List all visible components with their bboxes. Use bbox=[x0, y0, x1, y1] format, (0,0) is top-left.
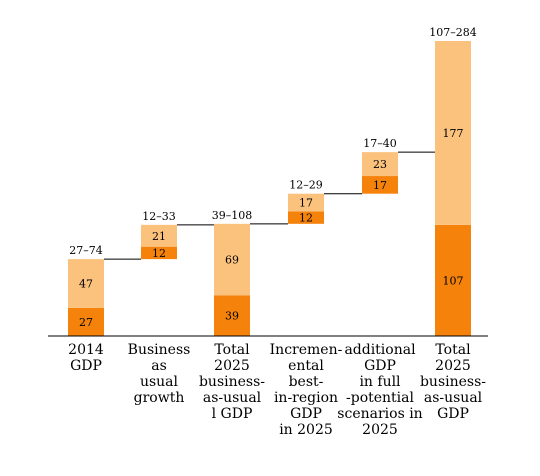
category-label-1: Business as usual growth bbox=[128, 342, 191, 406]
bar-0-lower-segment bbox=[68, 307, 104, 336]
category-label-2: Total 2025 business-as-usual l GDP bbox=[199, 342, 265, 422]
bar-2-range-label: 39–108 bbox=[212, 209, 253, 222]
bar-5-lower-label: 107 bbox=[443, 274, 464, 287]
category-label-1-line-2: usual bbox=[140, 374, 179, 390]
bar-1-upper-label: 21 bbox=[152, 230, 166, 243]
category-label-1-line-1: as bbox=[151, 358, 167, 374]
category-label-1-line-0: Business bbox=[128, 342, 191, 358]
bars-layer bbox=[68, 41, 471, 336]
bar-5-range-label: 107–284 bbox=[429, 26, 477, 39]
bar-4-upper-segment bbox=[362, 152, 398, 177]
bar-1-lower-label: 12 bbox=[152, 247, 166, 260]
bar-0-upper-label: 47 bbox=[79, 278, 93, 291]
connectors-layer bbox=[104, 151, 435, 260]
category-label-2-line-2: business- bbox=[199, 374, 265, 390]
bar-0-lower-label: 27 bbox=[79, 316, 93, 329]
category-label-5-line-2: business- bbox=[420, 374, 486, 390]
bar-5-upper-label: 177 bbox=[443, 127, 464, 140]
category-label-3: Incremen-ental best-in-region GDP in 2025 bbox=[270, 342, 343, 438]
category-label-2-line-0: Total bbox=[214, 342, 250, 358]
bar-2-upper-segment bbox=[214, 223, 250, 296]
category-label-4-line-3: -potential bbox=[346, 390, 414, 406]
bar-5-upper-segment bbox=[435, 41, 471, 225]
category-label-5: Total 2025 business-as-usual GDP bbox=[420, 342, 486, 422]
category-label-0-line-0: 2014 bbox=[68, 342, 104, 358]
bar-3-upper-segment bbox=[288, 193, 324, 212]
category-label-2-line-3: as-usual bbox=[203, 390, 262, 406]
bar-5-lower-segment bbox=[435, 224, 471, 336]
category-label-2-line-1: 2025 bbox=[214, 358, 250, 374]
bar-2-lower-segment bbox=[214, 295, 250, 336]
category-label-2-line-4: l GDP bbox=[212, 406, 253, 422]
bar-4-lower-segment bbox=[362, 176, 398, 194]
bar-2-lower-label: 39 bbox=[225, 310, 239, 323]
bar-4-lower-label: 17 bbox=[373, 179, 387, 192]
category-label-3-line-4: GDP bbox=[290, 406, 322, 422]
category-label-3-line-2: best- bbox=[289, 374, 324, 390]
category-label-4-line-5: 2025 bbox=[362, 422, 398, 438]
category-label-4-line-2: in full bbox=[359, 374, 401, 390]
category-label-0: 2014 GDP bbox=[68, 342, 104, 374]
category-label-4-line-0: additional bbox=[344, 342, 416, 358]
category-label-5-line-1: 2025 bbox=[435, 358, 471, 374]
bar-4-upper-label: 23 bbox=[373, 158, 387, 171]
category-label-5-line-0: Total bbox=[435, 342, 471, 358]
category-label-1-line-3: growth bbox=[134, 390, 185, 406]
category-label-5-line-3: as-usual bbox=[424, 390, 483, 406]
category-label-0-line-1: GDP bbox=[70, 358, 102, 374]
bar-1-range-label: 12–33 bbox=[142, 210, 176, 223]
bar-3-upper-label: 17 bbox=[299, 197, 313, 210]
bar-4-range-label: 17–40 bbox=[363, 137, 397, 150]
bar-0-upper-segment bbox=[68, 259, 104, 308]
bar-3-range-label: 12–29 bbox=[289, 179, 323, 192]
bar-2-upper-label: 69 bbox=[225, 254, 239, 267]
category-label-4: additional GDP in full -potential scenarios … bbox=[337, 342, 422, 438]
category-label-5-line-4: GDP bbox=[437, 406, 469, 422]
category-label-3-line-1: ental bbox=[288, 358, 324, 374]
bar-1-upper-segment bbox=[141, 224, 177, 247]
bar-3-lower-segment bbox=[288, 211, 324, 224]
category-label-4-line-1: GDP bbox=[364, 358, 396, 374]
category-label-3-line-3: in-region bbox=[274, 390, 338, 406]
bar-0-range-label: 27–74 bbox=[69, 244, 103, 257]
bar-1-lower-segment bbox=[141, 246, 177, 260]
category-label-3-line-0: Incremen- bbox=[270, 342, 343, 358]
category-label-3-line-5: in 2025 bbox=[279, 422, 333, 438]
bar-3-lower-label: 12 bbox=[299, 212, 313, 225]
category-label-4-line-4: scenarios in bbox=[337, 406, 422, 422]
